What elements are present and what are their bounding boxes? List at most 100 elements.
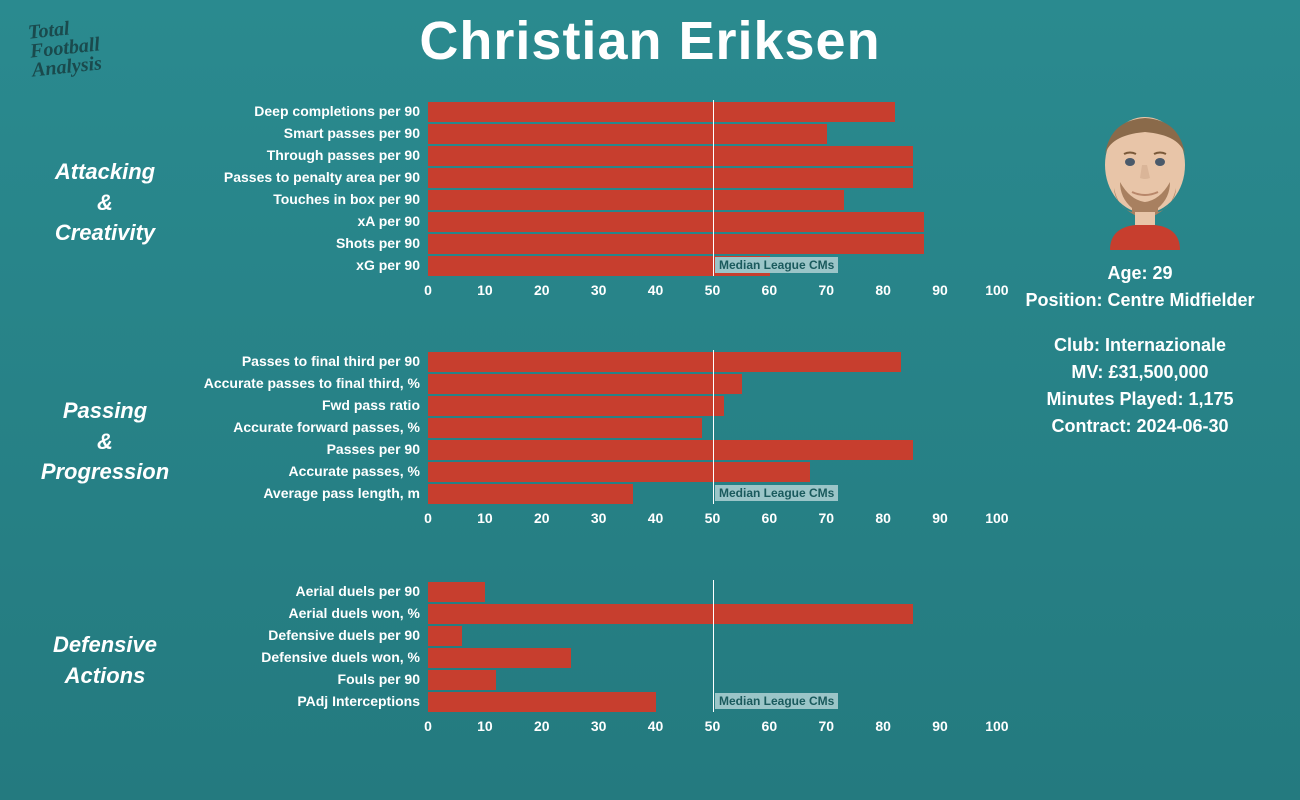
chart-passing: Passes to final third per 90Accurate pas… xyxy=(200,350,990,534)
section-attacking: Attacking&CreativityDeep completions per… xyxy=(20,100,990,306)
axis-tick: 90 xyxy=(928,718,952,734)
metric-label: Aerial duels per 90 xyxy=(200,580,420,602)
metric-label: Smart passes per 90 xyxy=(200,122,420,144)
info-contract: Contract: 2024-06-30 xyxy=(1010,413,1270,440)
section-defensive: DefensiveActionsAerial duels per 90Aeria… xyxy=(20,580,990,742)
axis-tick: 50 xyxy=(700,510,724,526)
axis-tick: 50 xyxy=(700,718,724,734)
metric-label: Deep completions per 90 xyxy=(200,100,420,122)
metric-label: Shots per 90 xyxy=(200,232,420,254)
bars-area-attacking: Median League CMs xyxy=(428,100,998,276)
axis-tick: 100 xyxy=(985,510,1009,526)
section-title-attacking: Attacking&Creativity xyxy=(20,157,190,249)
metric-label: Fwd pass ratio xyxy=(200,394,420,416)
info-position: Position: Centre Midfielder xyxy=(1010,287,1270,314)
info-club: Club: Internazionale xyxy=(1010,332,1270,359)
metric-label: Passes to final third per 90 xyxy=(200,350,420,372)
bar xyxy=(428,670,496,690)
axis-tick: 10 xyxy=(473,718,497,734)
axis-tick: 80 xyxy=(871,718,895,734)
metric-label: Aerial duels won, % xyxy=(200,602,420,624)
info-age: Age: 29 xyxy=(1010,260,1270,287)
chart-defensive: Aerial duels per 90Aerial duels won, %De… xyxy=(200,580,990,742)
metric-labels-defensive: Aerial duels per 90Aerial duels won, %De… xyxy=(200,580,420,712)
bar xyxy=(428,190,844,210)
axis-tick: 10 xyxy=(473,510,497,526)
median-label: Median League CMs xyxy=(715,485,838,501)
median-label: Median League CMs xyxy=(715,693,838,709)
axis-tick: 80 xyxy=(871,510,895,526)
chart-attacking: Deep completions per 90Smart passes per … xyxy=(200,100,990,306)
metric-label: Accurate passes to final third, % xyxy=(200,372,420,394)
bar xyxy=(428,626,462,646)
bar xyxy=(428,604,913,624)
bar xyxy=(428,462,810,482)
axis-tick: 100 xyxy=(985,282,1009,298)
player-info-panel: Age: 29 Position: Centre Midfielder Club… xyxy=(1010,260,1270,440)
axis-tick: 30 xyxy=(587,510,611,526)
axis-tick: 50 xyxy=(700,282,724,298)
bar xyxy=(428,102,895,122)
axis-tick: 10 xyxy=(473,282,497,298)
bar xyxy=(428,418,702,438)
bar xyxy=(428,146,913,166)
metric-label: Passes per 90 xyxy=(200,438,420,460)
bars-area-defensive: Median League CMs xyxy=(428,580,998,712)
bars-area-passing: Median League CMs xyxy=(428,350,998,504)
info-mv: MV: £31,500,000 xyxy=(1010,359,1270,386)
bar xyxy=(428,396,724,416)
section-title-passing: Passing&Progression xyxy=(20,396,190,488)
axis-tick: 20 xyxy=(530,718,554,734)
axis-tick: 60 xyxy=(757,718,781,734)
bar xyxy=(428,124,827,144)
info-minutes: Minutes Played: 1,175 xyxy=(1010,386,1270,413)
metric-label: Through passes per 90 xyxy=(200,144,420,166)
metric-label: xA per 90 xyxy=(200,210,420,232)
axis-tick: 40 xyxy=(644,718,668,734)
player-name-title: Christian Eriksen xyxy=(0,10,1300,72)
player-photo xyxy=(1080,100,1210,250)
bar xyxy=(428,374,742,394)
axis-tick: 40 xyxy=(644,510,668,526)
axis-tick: 90 xyxy=(928,282,952,298)
bar xyxy=(428,692,656,712)
axis-tick: 70 xyxy=(814,282,838,298)
bar xyxy=(428,168,913,188)
axis-tick: 20 xyxy=(530,282,554,298)
metric-label: Passes to penalty area per 90 xyxy=(200,166,420,188)
bar xyxy=(428,484,633,504)
median-label: Median League CMs xyxy=(715,257,838,273)
metric-label: Defensive duels won, % xyxy=(200,646,420,668)
bar xyxy=(428,582,485,602)
axis-tick: 90 xyxy=(928,510,952,526)
bar xyxy=(428,212,924,232)
axis-tick: 70 xyxy=(814,510,838,526)
axis-tick: 60 xyxy=(757,282,781,298)
axis-tick: 80 xyxy=(871,282,895,298)
metric-label: Average pass length, m xyxy=(200,482,420,504)
median-line xyxy=(713,580,714,712)
metric-label: Accurate forward passes, % xyxy=(200,416,420,438)
metric-label: PAdj Interceptions xyxy=(200,690,420,712)
metric-label: Fouls per 90 xyxy=(200,668,420,690)
axis-tick: 30 xyxy=(587,282,611,298)
section-title-defensive: DefensiveActions xyxy=(20,630,190,692)
axis-tick: 100 xyxy=(985,718,1009,734)
bar xyxy=(428,352,901,372)
metric-label: Accurate passes, % xyxy=(200,460,420,482)
axis-tick: 0 xyxy=(416,718,440,734)
axis-tick: 0 xyxy=(416,510,440,526)
axis-tick: 60 xyxy=(757,510,781,526)
bar xyxy=(428,440,913,460)
metric-label: Touches in box per 90 xyxy=(200,188,420,210)
metric-labels-passing: Passes to final third per 90Accurate pas… xyxy=(200,350,420,504)
section-passing: Passing&ProgressionPasses to final third… xyxy=(20,350,990,534)
axis-tick: 40 xyxy=(644,282,668,298)
axis-tick: 70 xyxy=(814,718,838,734)
median-line xyxy=(713,100,714,276)
bar xyxy=(428,648,571,668)
axis-tick: 20 xyxy=(530,510,554,526)
median-line xyxy=(713,350,714,504)
metric-label: Defensive duels per 90 xyxy=(200,624,420,646)
metric-label: xG per 90 xyxy=(200,254,420,276)
